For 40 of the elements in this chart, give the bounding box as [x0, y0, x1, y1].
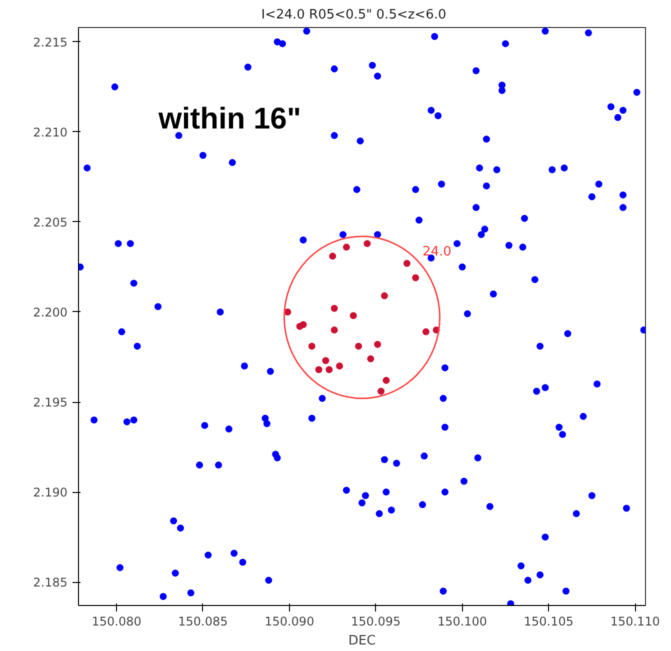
x-axis-title: DEC [348, 634, 376, 648]
x-tick-label: 150.095 [351, 614, 401, 628]
point [364, 240, 371, 248]
annotation: 24.0 [422, 244, 452, 260]
point [329, 252, 336, 260]
y-tick-label: 2.190 [33, 486, 68, 500]
x-tick-label: 150.085 [178, 614, 228, 628]
point [300, 321, 307, 328]
point [350, 312, 357, 320]
y-tick-label: 2.205 [33, 215, 68, 230]
chart-title: I<24.0 R05<0.5" 0.5<z<6.0 [261, 8, 446, 22]
point [382, 376, 390, 384]
point [355, 342, 362, 350]
point [378, 388, 385, 395]
point [336, 362, 344, 370]
point [284, 308, 292, 316]
point [330, 304, 338, 312]
x-tick-label: 150.105 [524, 614, 574, 628]
point [367, 355, 374, 362]
point [374, 340, 382, 348]
y-tick-label: 2.195 [33, 396, 68, 410]
x-tick-label: 150.090 [264, 614, 314, 628]
point [403, 260, 410, 267]
point [380, 292, 388, 300]
point [422, 328, 430, 336]
y-tick-label: 2.200 [33, 306, 68, 320]
x-tick-label: 150.100 [437, 614, 488, 628]
point [322, 357, 330, 364]
point [326, 366, 333, 374]
point [330, 326, 338, 334]
point [342, 244, 350, 251]
annotation: within 16" [158, 102, 302, 136]
y-tick-label: 2.185 [33, 576, 68, 590]
point [412, 274, 420, 282]
y-tick-label: 2.210 [33, 125, 68, 140]
y-tick-label: 2.215 [33, 35, 68, 50]
point [315, 366, 322, 374]
point [308, 342, 316, 350]
x-tick-label: 150.080 [92, 614, 142, 628]
x-tick-label: 150.110 [610, 614, 660, 628]
